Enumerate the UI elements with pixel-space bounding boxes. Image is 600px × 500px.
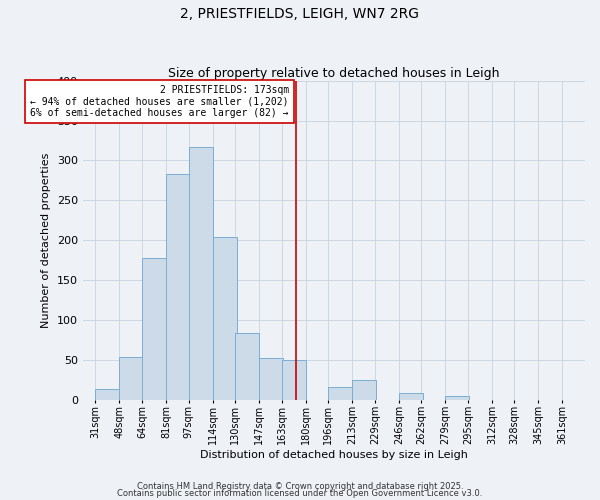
Text: Contains public sector information licensed under the Open Government Licence v3: Contains public sector information licen… xyxy=(118,489,482,498)
Bar xyxy=(445,396,469,400)
X-axis label: Distribution of detached houses by size in Leigh: Distribution of detached houses by size … xyxy=(200,450,468,460)
Bar xyxy=(235,332,259,400)
Bar xyxy=(399,393,423,400)
Text: 2, PRIESTFIELDS, LEIGH, WN7 2RG: 2, PRIESTFIELDS, LEIGH, WN7 2RG xyxy=(181,8,419,22)
Title: Size of property relative to detached houses in Leigh: Size of property relative to detached ho… xyxy=(168,66,500,80)
Bar xyxy=(328,387,352,400)
Y-axis label: Number of detached properties: Number of detached properties xyxy=(41,152,51,328)
Text: 2 PRIESTFIELDS: 173sqm
← 94% of detached houses are smaller (1,202)
6% of semi-d: 2 PRIESTFIELDS: 173sqm ← 94% of detached… xyxy=(30,84,289,118)
Bar xyxy=(188,147,212,400)
Text: Contains HM Land Registry data © Crown copyright and database right 2025.: Contains HM Land Registry data © Crown c… xyxy=(137,482,463,491)
Bar xyxy=(259,358,283,400)
Bar xyxy=(95,389,119,400)
Bar xyxy=(212,237,236,400)
Bar xyxy=(282,360,305,400)
Bar xyxy=(119,358,143,400)
Bar xyxy=(166,174,190,400)
Bar xyxy=(142,258,166,400)
Bar xyxy=(352,380,376,400)
